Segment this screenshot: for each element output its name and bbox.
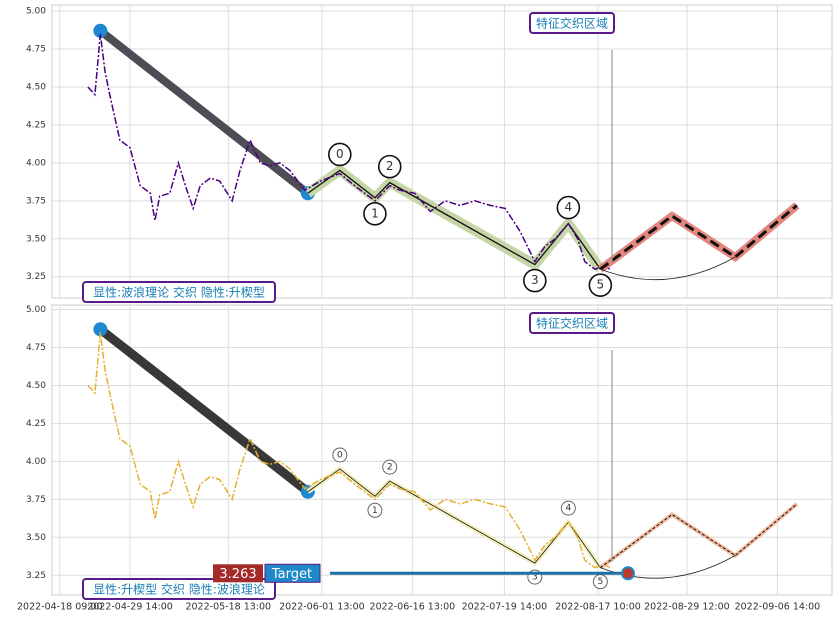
wave-label: 5: [597, 577, 603, 587]
x-tick-label: 2022-04-29 14:00: [87, 602, 173, 613]
wave-label-circle: [560, 500, 576, 516]
trend-line: [95, 324, 313, 497]
plot-area: [51, 4, 833, 299]
wave-label-circle: [332, 447, 348, 463]
y-tick-label: 5.00: [26, 305, 46, 315]
wave-label: 0: [336, 147, 344, 161]
wave-label-circle: [328, 142, 352, 167]
y-tick-label: 3.25: [26, 272, 46, 282]
annotation-box: [82, 281, 276, 303]
trend-point: [93, 23, 108, 38]
y-tick-label: 4.00: [26, 158, 46, 168]
trend-line: [96, 26, 312, 198]
wave-label-circle: [377, 154, 402, 179]
x-tick-label: 2022-08-17 10:00: [555, 602, 641, 613]
y-tick-label: 4.25: [26, 120, 46, 130]
wave-label: 2: [386, 159, 394, 173]
y-tick-label: 3.50: [26, 533, 46, 543]
wave-label: 0: [337, 450, 343, 460]
x-tick-label: 2022-05-18 13:00: [185, 602, 271, 613]
annotation: 特征交织区域: [536, 16, 608, 31]
annotation-box: [529, 12, 615, 34]
y-tick-label: 5.00: [26, 7, 46, 17]
x-tick-label: 2022-04-18 09:00: [17, 602, 103, 613]
wave-label-circle: [363, 202, 387, 226]
wave-label-circle: [556, 195, 581, 220]
target-value: 3.263: [219, 567, 256, 582]
y-tick-label: 3.75: [26, 495, 46, 505]
wave-label: 3: [531, 273, 539, 287]
price-line: [87, 33, 611, 270]
y-tick-label: 4.25: [26, 419, 46, 429]
y-tick-label: 4.75: [26, 343, 46, 353]
x-tick-label: 2022-06-01 13:00: [279, 602, 365, 613]
y-tick-label: 4.75: [26, 45, 46, 55]
annotation: 显性:波浪理论 交织 隐性:升楔型: [93, 285, 265, 300]
arc: [600, 256, 736, 281]
wave-label: 1: [372, 506, 378, 516]
target-label: Target: [271, 567, 312, 582]
y-tick-label: 4.50: [26, 82, 46, 92]
annotation: 显性:升楔型 交织 隐性:波浪理论: [93, 582, 265, 597]
target-value-box: [213, 564, 263, 583]
wave-label: 4: [565, 504, 571, 514]
x-tick-label: 2022-08-29 12:00: [644, 602, 730, 613]
y-tick-label: 4.00: [26, 457, 46, 467]
price-line: [87, 332, 611, 569]
wave-label-circle: [588, 273, 613, 297]
wave-label: 3: [532, 573, 538, 583]
x-tick-label: 2022-06-16 13:00: [370, 602, 456, 613]
wave-label-circle: [367, 502, 383, 518]
y-tick-label: 3.50: [26, 234, 46, 244]
x-tick-label: 2022-09-06 14:00: [735, 602, 821, 613]
projection-line: [599, 204, 798, 271]
trend-point: [93, 322, 108, 337]
annotation-box: [529, 312, 615, 334]
projection-line: [600, 503, 798, 569]
target-label-box: [264, 563, 321, 583]
wave-label: 2: [387, 463, 393, 473]
annotation: 特征交织区域: [536, 316, 608, 331]
x-tick-label: 2022-07-19 14:00: [462, 602, 548, 613]
wave-label: 1: [371, 206, 379, 220]
target-point: [621, 566, 635, 581]
plot-area: [51, 304, 833, 596]
y-tick-label: 4.50: [26, 381, 46, 391]
wave-label-circle: [382, 459, 398, 475]
wave-label-circle: [523, 268, 547, 293]
wave-label: 4: [565, 200, 573, 214]
annotation-box: [82, 578, 276, 600]
wave-label: 5: [597, 278, 605, 292]
y-tick-label: 3.25: [26, 571, 46, 581]
y-tick-label: 3.75: [26, 196, 46, 206]
